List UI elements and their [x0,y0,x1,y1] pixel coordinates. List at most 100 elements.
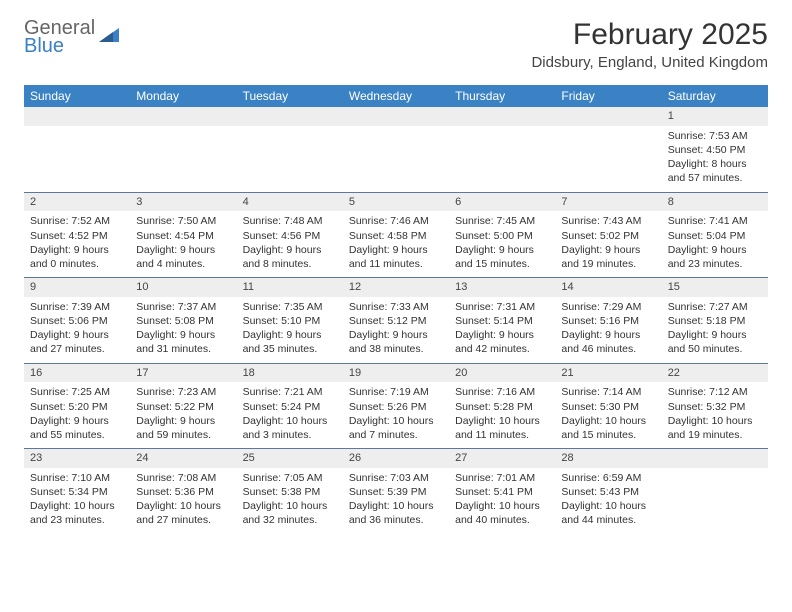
daylight-text: Daylight: 9 hours and 19 minutes. [561,243,655,271]
day-body: Sunrise: 7:52 AMSunset: 4:52 PMDaylight:… [24,211,130,277]
sunrise-text: Sunrise: 7:43 AM [561,214,655,228]
day-number: 2 [24,193,130,212]
calendar-week-row: 2Sunrise: 7:52 AMSunset: 4:52 PMDaylight… [24,192,768,278]
day-body: Sunrise: 7:37 AMSunset: 5:08 PMDaylight:… [130,297,236,363]
day-body [555,126,661,174]
day-number: 4 [237,193,343,212]
day-body: Sunrise: 7:25 AMSunset: 5:20 PMDaylight:… [24,382,130,448]
calendar-day-cell: 17Sunrise: 7:23 AMSunset: 5:22 PMDayligh… [130,363,236,449]
calendar-day-cell: 25Sunrise: 7:05 AMSunset: 5:38 PMDayligh… [237,449,343,534]
day-number [555,107,661,126]
sunrise-text: Sunrise: 7:21 AM [243,385,337,399]
logo-line2: Blue [24,36,95,56]
calendar-body: 1Sunrise: 7:53 AMSunset: 4:50 PMDaylight… [24,107,768,534]
calendar-day-cell: 15Sunrise: 7:27 AMSunset: 5:18 PMDayligh… [662,278,768,364]
sunset-text: Sunset: 5:16 PM [561,314,655,328]
calendar-day-cell: 26Sunrise: 7:03 AMSunset: 5:39 PMDayligh… [343,449,449,534]
calendar-day-cell: 20Sunrise: 7:16 AMSunset: 5:28 PMDayligh… [449,363,555,449]
day-number: 10 [130,278,236,297]
sunset-text: Sunset: 5:32 PM [668,400,762,414]
calendar-day-cell: 16Sunrise: 7:25 AMSunset: 5:20 PMDayligh… [24,363,130,449]
sunrise-text: Sunrise: 7:27 AM [668,300,762,314]
daylight-text: Daylight: 9 hours and 0 minutes. [30,243,124,271]
daylight-text: Daylight: 9 hours and 42 minutes. [455,328,549,356]
day-number: 23 [24,449,130,468]
day-number: 3 [130,193,236,212]
sunset-text: Sunset: 4:58 PM [349,229,443,243]
daylight-text: Daylight: 9 hours and 11 minutes. [349,243,443,271]
calendar-week-row: 23Sunrise: 7:10 AMSunset: 5:34 PMDayligh… [24,449,768,534]
day-body [662,468,768,516]
day-number [449,107,555,126]
day-body: Sunrise: 7:14 AMSunset: 5:30 PMDaylight:… [555,382,661,448]
calendar-table: SundayMondayTuesdayWednesdayThursdayFrid… [24,85,768,534]
sunset-text: Sunset: 4:50 PM [668,143,762,157]
calendar-week-row: 1Sunrise: 7:53 AMSunset: 4:50 PMDaylight… [24,107,768,192]
calendar-day-cell [237,107,343,192]
day-body: Sunrise: 7:41 AMSunset: 5:04 PMDaylight:… [662,211,768,277]
daylight-text: Daylight: 9 hours and 15 minutes. [455,243,549,271]
calendar-week-row: 9Sunrise: 7:39 AMSunset: 5:06 PMDaylight… [24,278,768,364]
calendar-day-cell: 3Sunrise: 7:50 AMSunset: 4:54 PMDaylight… [130,192,236,278]
day-body: Sunrise: 7:12 AMSunset: 5:32 PMDaylight:… [662,382,768,448]
calendar-day-cell: 11Sunrise: 7:35 AMSunset: 5:10 PMDayligh… [237,278,343,364]
day-number [24,107,130,126]
day-body: Sunrise: 6:59 AMSunset: 5:43 PMDaylight:… [555,468,661,534]
calendar-day-cell [662,449,768,534]
day-body: Sunrise: 7:29 AMSunset: 5:16 PMDaylight:… [555,297,661,363]
calendar-day-cell [343,107,449,192]
location-text: Didsbury, England, United Kingdom [531,54,768,71]
sunset-text: Sunset: 5:36 PM [136,485,230,499]
day-body: Sunrise: 7:16 AMSunset: 5:28 PMDaylight:… [449,382,555,448]
daylight-text: Daylight: 9 hours and 38 minutes. [349,328,443,356]
daylight-text: Daylight: 10 hours and 23 minutes. [30,499,124,527]
sunset-text: Sunset: 5:00 PM [455,229,549,243]
sunset-text: Sunset: 5:10 PM [243,314,337,328]
daylight-text: Daylight: 9 hours and 23 minutes. [668,243,762,271]
calendar-day-cell: 10Sunrise: 7:37 AMSunset: 5:08 PMDayligh… [130,278,236,364]
calendar-day-cell: 24Sunrise: 7:08 AMSunset: 5:36 PMDayligh… [130,449,236,534]
weekday-header: Tuesday [237,85,343,107]
daylight-text: Daylight: 10 hours and 19 minutes. [668,414,762,442]
sunrise-text: Sunrise: 7:05 AM [243,471,337,485]
day-body: Sunrise: 7:45 AMSunset: 5:00 PMDaylight:… [449,211,555,277]
sunset-text: Sunset: 5:08 PM [136,314,230,328]
calendar-day-cell: 28Sunrise: 6:59 AMSunset: 5:43 PMDayligh… [555,449,661,534]
sunset-text: Sunset: 5:30 PM [561,400,655,414]
day-body: Sunrise: 7:53 AMSunset: 4:50 PMDaylight:… [662,126,768,192]
calendar-day-cell: 7Sunrise: 7:43 AMSunset: 5:02 PMDaylight… [555,192,661,278]
weekday-header-row: SundayMondayTuesdayWednesdayThursdayFrid… [24,85,768,107]
day-body: Sunrise: 7:21 AMSunset: 5:24 PMDaylight:… [237,382,343,448]
day-number: 26 [343,449,449,468]
sunset-text: Sunset: 4:56 PM [243,229,337,243]
day-body: Sunrise: 7:10 AMSunset: 5:34 PMDaylight:… [24,468,130,534]
day-number: 20 [449,364,555,383]
daylight-text: Daylight: 9 hours and 46 minutes. [561,328,655,356]
daylight-text: Daylight: 10 hours and 27 minutes. [136,499,230,527]
header: General Blue February 2025 Didsbury, Eng… [24,18,768,71]
weekday-header: Sunday [24,85,130,107]
calendar-day-cell: 23Sunrise: 7:10 AMSunset: 5:34 PMDayligh… [24,449,130,534]
day-number: 12 [343,278,449,297]
day-number: 27 [449,449,555,468]
calendar-day-cell: 22Sunrise: 7:12 AMSunset: 5:32 PMDayligh… [662,363,768,449]
day-number: 28 [555,449,661,468]
sunrise-text: Sunrise: 7:50 AM [136,214,230,228]
day-number: 17 [130,364,236,383]
day-number: 21 [555,364,661,383]
day-body: Sunrise: 7:39 AMSunset: 5:06 PMDaylight:… [24,297,130,363]
calendar-day-cell: 12Sunrise: 7:33 AMSunset: 5:12 PMDayligh… [343,278,449,364]
day-number: 7 [555,193,661,212]
sunset-text: Sunset: 5:04 PM [668,229,762,243]
day-number: 6 [449,193,555,212]
day-body: Sunrise: 7:08 AMSunset: 5:36 PMDaylight:… [130,468,236,534]
sunrise-text: Sunrise: 7:10 AM [30,471,124,485]
day-number: 16 [24,364,130,383]
day-number: 5 [343,193,449,212]
sunrise-text: Sunrise: 7:39 AM [30,300,124,314]
calendar-day-cell [555,107,661,192]
logo-text: General Blue [24,18,95,56]
sunset-text: Sunset: 5:41 PM [455,485,549,499]
sunrise-text: Sunrise: 7:23 AM [136,385,230,399]
day-number: 14 [555,278,661,297]
